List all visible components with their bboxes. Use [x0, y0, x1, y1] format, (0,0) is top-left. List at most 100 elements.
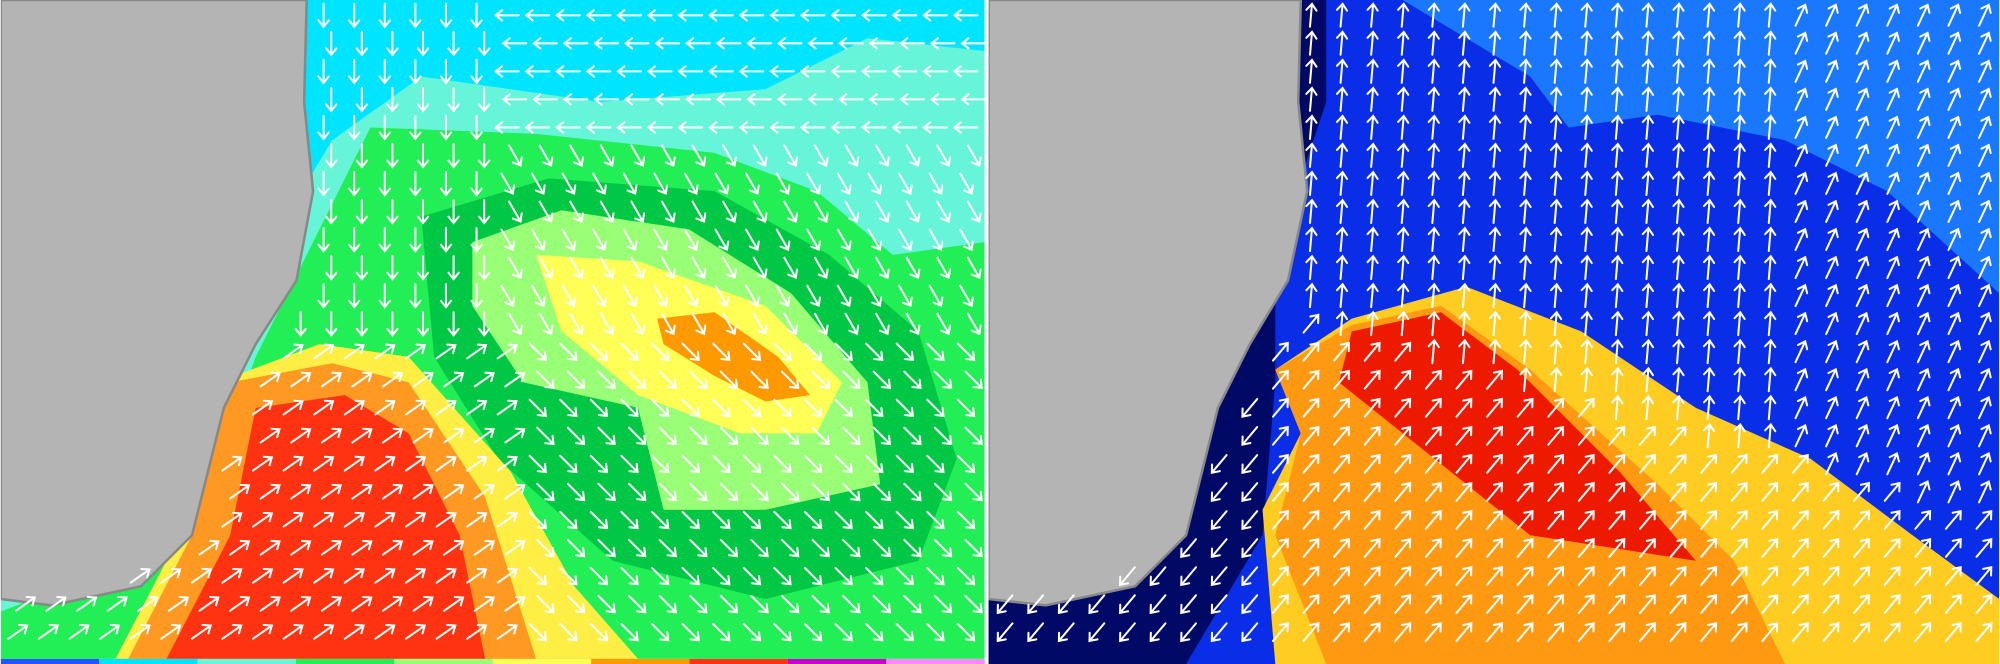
direction-arrow	[566, 538, 586, 558]
direction-arrow	[1822, 566, 1840, 586]
direction-arrow	[416, 86, 430, 113]
direction-arrow	[745, 284, 760, 308]
direction-arrow	[1366, 254, 1379, 281]
direction-arrow	[933, 538, 953, 558]
direction-arrow	[1608, 566, 1626, 586]
direction-arrow	[382, 427, 404, 444]
direction-arrow	[1822, 537, 1840, 558]
direction-arrow	[473, 539, 495, 556]
direction-arrow	[1916, 255, 1931, 280]
direction-arrow	[559, 623, 578, 642]
direction-arrow	[447, 311, 460, 337]
direction-arrow	[936, 144, 951, 167]
direction-arrow	[496, 511, 518, 528]
direction-arrow	[1641, 2, 1654, 28]
direction-arrow	[660, 200, 676, 223]
direction-arrow	[1547, 566, 1565, 586]
direction-arrow	[494, 9, 520, 22]
direction-arrow	[1427, 310, 1440, 337]
direction-arrow	[508, 256, 523, 279]
direction-arrow	[1825, 59, 1839, 83]
direction-arrow	[683, 284, 699, 308]
direction-arrow	[1488, 310, 1502, 337]
direction-arrow	[1978, 31, 1992, 55]
direction-arrow	[780, 538, 800, 558]
direction-arrow	[627, 426, 647, 446]
direction-arrow	[1424, 509, 1442, 530]
direction-arrow	[1119, 594, 1136, 615]
direction-arrow	[895, 623, 915, 642]
direction-arrow	[658, 426, 677, 446]
direction-arrow	[317, 227, 330, 253]
direction-arrow	[956, 566, 976, 586]
direction-arrow	[317, 283, 330, 309]
direction-arrow	[1733, 422, 1746, 449]
zone-red	[166, 395, 486, 659]
direction-arrow	[1855, 31, 1870, 55]
direction-arrow	[1577, 397, 1595, 418]
direction-arrow	[1335, 254, 1349, 281]
direction-arrow	[677, 9, 704, 22]
direction-arrow	[1333, 481, 1350, 502]
direction-arrow	[1486, 481, 1503, 502]
direction-arrow	[681, 510, 700, 530]
direction-arrow	[1302, 425, 1320, 446]
direction-arrow	[1639, 453, 1656, 474]
direction-arrow	[1547, 594, 1565, 614]
direction-arrow	[447, 30, 460, 57]
direction-arrow	[508, 312, 523, 336]
direction-arrow	[1302, 566, 1320, 586]
direction-arrow	[282, 567, 304, 584]
direction-arrow	[964, 594, 983, 614]
direction-arrow	[803, 510, 823, 530]
direction-arrow	[1639, 481, 1656, 502]
direction-arrow	[722, 312, 737, 336]
direction-arrow	[1916, 87, 1931, 111]
direction-arrow	[1580, 2, 1593, 28]
direction-arrow	[282, 343, 304, 360]
direction-arrow	[1488, 114, 1502, 140]
direction-arrow	[1794, 227, 1809, 252]
direction-arrow	[160, 624, 182, 640]
direction-arrow	[1794, 143, 1809, 167]
direction-arrow	[1397, 282, 1410, 309]
direction-arrow	[501, 37, 528, 50]
direction-arrow	[1550, 338, 1563, 365]
direction-arrow	[1641, 58, 1654, 84]
color-swatch	[689, 658, 788, 664]
direction-arrow	[769, 121, 795, 134]
direction-arrow	[524, 65, 551, 78]
direction-arrow	[1366, 310, 1379, 337]
direction-arrow	[865, 398, 884, 418]
direction-arrow	[1672, 114, 1685, 140]
direction-arrow	[1975, 509, 1993, 530]
direction-arrow	[811, 482, 830, 502]
direction-arrow	[496, 624, 518, 640]
direction-arrow	[834, 454, 853, 474]
direction-arrow	[654, 37, 681, 50]
direction-arrow	[1394, 369, 1412, 390]
direction-arrow	[597, 594, 616, 614]
direction-arrow	[660, 144, 676, 167]
direction-arrow	[1611, 114, 1624, 140]
direction-arrow	[616, 65, 642, 78]
direction-arrow	[1886, 227, 1900, 252]
direction-arrow	[1733, 86, 1746, 112]
direction-arrow	[1427, 226, 1440, 253]
direction-arrow	[1119, 622, 1136, 643]
direction-arrow	[1764, 282, 1777, 309]
direction-arrow	[494, 65, 520, 78]
direction-arrow	[1394, 397, 1412, 418]
direction-arrow	[905, 200, 921, 223]
direction-arrow	[343, 343, 365, 360]
direction-arrow	[1241, 622, 1259, 643]
direction-arrow	[964, 370, 983, 390]
direction-arrow	[836, 228, 852, 251]
direction-arrow	[1947, 255, 1962, 280]
left-arrows	[7, 2, 985, 642]
direction-arrow	[374, 567, 396, 584]
direction-arrow	[378, 114, 391, 141]
direction-arrow	[1363, 369, 1381, 390]
direction-arrow	[473, 483, 495, 500]
direction-arrow	[320, 371, 342, 388]
